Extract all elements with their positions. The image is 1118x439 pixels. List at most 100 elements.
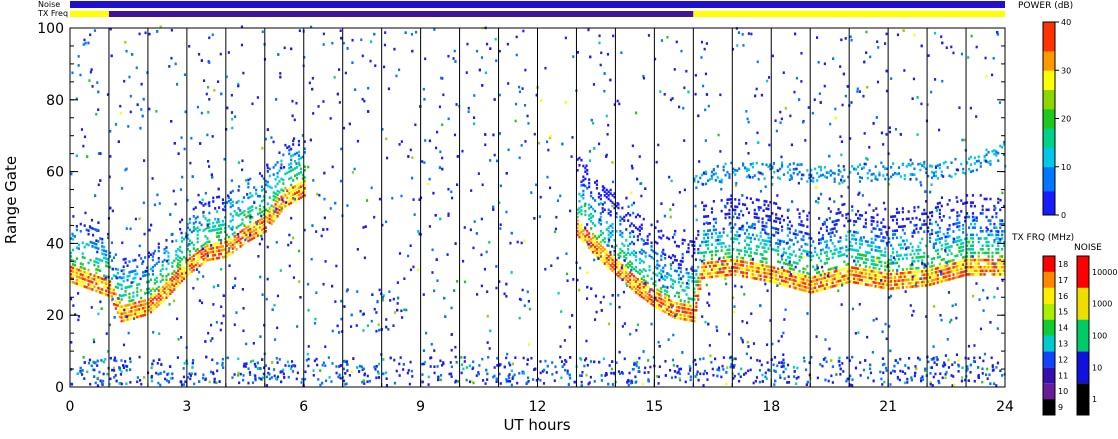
echo-cell: [860, 271, 864, 275]
echo-cell: [829, 278, 832, 282]
echo-cell: [398, 68, 401, 72]
echo-cell: [229, 245, 232, 248]
echo-cell: [744, 271, 747, 275]
echo-cell: [728, 259, 731, 262]
echo-cell: [164, 377, 167, 381]
echo-cell: [722, 267, 725, 270]
echo-cell: [268, 174, 271, 178]
echo-cell: [97, 290, 100, 293]
echo-cell: [810, 179, 813, 182]
echo-cell: [995, 237, 998, 240]
echo-cell: [266, 170, 269, 173]
echo-cell: [296, 166, 299, 169]
echo-cell: [825, 279, 828, 283]
echo-cell: [952, 266, 955, 269]
echo-cell: [958, 250, 961, 253]
echo-cell: [878, 249, 881, 253]
echo-cell: [192, 254, 195, 257]
echo-cell: [392, 297, 395, 301]
echo-cell: [781, 275, 784, 279]
echo-cell: [288, 188, 291, 191]
echo-cell: [670, 303, 673, 306]
echo-cell: [767, 265, 770, 268]
echo-cell: [233, 209, 236, 213]
echo-cell: [338, 101, 341, 104]
echo-cell: [157, 303, 160, 307]
echo-cell: [909, 267, 912, 271]
echo-cell: [165, 296, 168, 299]
echo-cell: [255, 192, 258, 195]
echo-cell: [782, 240, 786, 243]
echo-cell: [282, 182, 285, 185]
echo-cell: [625, 228, 628, 231]
echo-cell: [839, 283, 842, 286]
echo-cell: [942, 161, 945, 165]
echo-cell: [751, 165, 754, 169]
echo-cell: [724, 270, 727, 273]
echo-cell: [695, 237, 698, 240]
echo-cell: [872, 220, 875, 223]
echo-cell: [147, 309, 151, 312]
echo-cell: [666, 236, 669, 240]
echo-cell: [576, 208, 579, 212]
echo-cell: [868, 276, 871, 280]
echo-cell: [518, 316, 521, 320]
echo-cell: [237, 199, 240, 203]
echo-cell: [993, 269, 996, 273]
echo-cell: [720, 270, 723, 274]
echo-cell: [307, 282, 310, 286]
echo-cell: [171, 261, 174, 265]
txfreq-strip-label: TX Freq: [37, 9, 68, 18]
echo-cell: [881, 330, 884, 333]
echo-cell: [110, 259, 114, 262]
echo-cell: [605, 260, 608, 264]
echo-cell: [736, 266, 739, 270]
echo-cell: [671, 261, 675, 264]
echo-cell: [960, 264, 963, 267]
echo-cell: [784, 284, 788, 287]
echo-cell: [800, 238, 803, 241]
echo-cell: [242, 374, 245, 377]
echo-cell: [744, 203, 747, 207]
echo-cell: [934, 278, 938, 281]
echo-cell: [576, 158, 579, 161]
echo-cell: [888, 296, 891, 299]
echo-cell: [70, 258, 73, 262]
echo-cell: [934, 170, 938, 174]
echo-cell: [939, 372, 942, 375]
echo-cell: [745, 169, 749, 173]
echo-cell: [792, 268, 795, 271]
echo-cell: [210, 247, 213, 250]
echo-cell: [934, 231, 938, 235]
echo-cell: [703, 229, 706, 233]
echo-cell: [878, 282, 881, 285]
echo-cell: [584, 238, 587, 242]
echo-cell: [982, 289, 985, 292]
echo-cell: [997, 159, 1000, 162]
echo-cell: [730, 201, 733, 205]
echo-cell: [816, 271, 819, 275]
echo-cell: [87, 279, 90, 283]
echo-cell: [843, 274, 846, 278]
echo-cell: [913, 260, 916, 263]
echo-cell: [960, 199, 963, 202]
echo-cell: [654, 273, 657, 276]
echo-cell: [403, 277, 406, 280]
echo-cell: [868, 265, 871, 269]
echo-cell: [632, 249, 636, 253]
echo-cell: [656, 302, 659, 306]
echo-cell: [211, 337, 214, 340]
echo-cell: [671, 282, 675, 286]
echo-cell: [753, 269, 756, 273]
echo-cell: [847, 248, 850, 252]
echo-cell: [868, 251, 871, 255]
echo-cell: [284, 194, 287, 197]
echo-cell: [670, 314, 673, 317]
echo-cell: [77, 276, 80, 279]
echo-cell: [370, 186, 373, 190]
echo-cell: [609, 250, 612, 254]
echo-cell: [995, 233, 998, 237]
echo-cell: [147, 305, 151, 308]
echo-cell: [421, 373, 424, 376]
echo-cell: [673, 309, 677, 312]
